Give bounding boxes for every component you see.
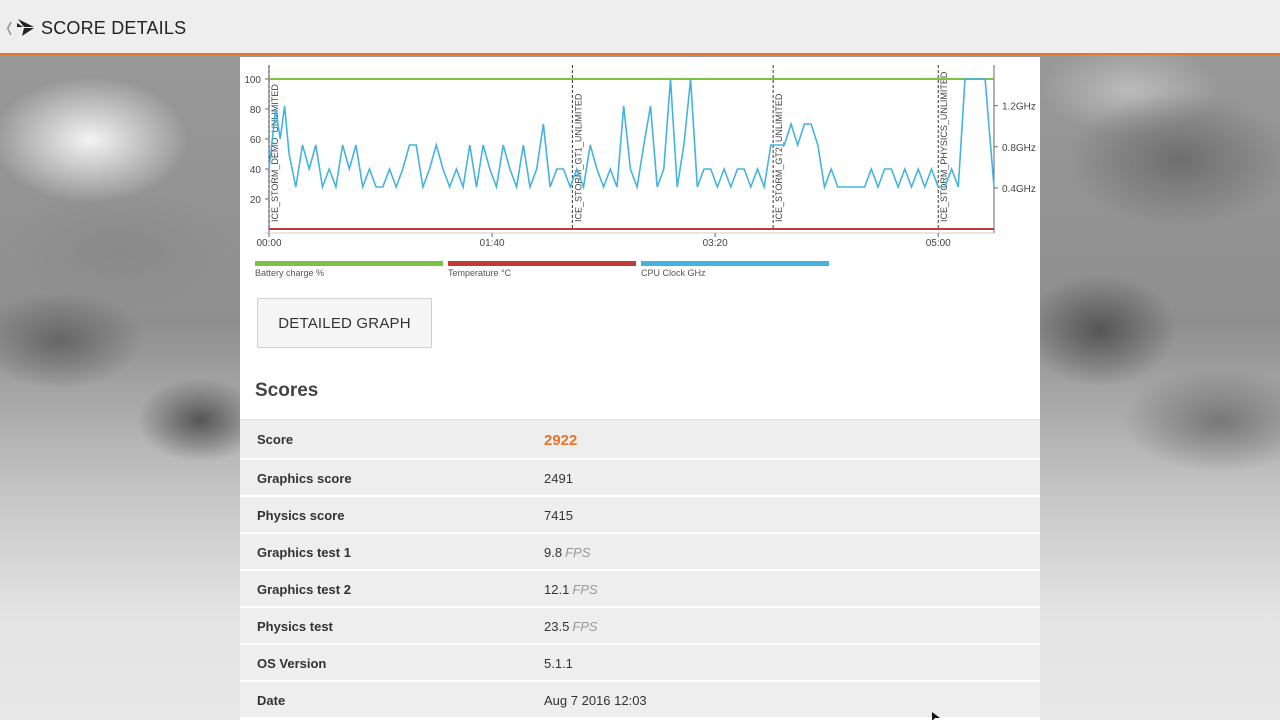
x-tick-label: 03:20 [703,238,728,249]
row-label: Graphics test 2 [257,582,351,597]
row-unit: FPS [565,545,591,560]
chart-legend: Battery charge % Temperature °C CPU Clock … [255,261,855,281]
row-label: OS Version [257,656,327,671]
table-row: Score 2922 [240,420,1040,460]
table-row: Graphics score 2491 [240,460,1040,497]
legend-item: Temperature °C [448,261,636,278]
row-value: 5.1.1 [544,656,573,671]
row-value: 9.8 FPS [544,545,591,560]
detailed-graph-button[interactable]: DETAILED GRAPH [257,298,432,348]
legend-swatch [641,261,829,266]
top-bar: ❬ SCORE DETAILS [0,0,1280,55]
page-title: SCORE DETAILS [41,18,187,38]
row-label: Physics score [257,508,345,523]
table-row: Physics test 23.5 FPS [240,608,1040,645]
section-marker-label: ICE_STORM_DEMO_UNLIMITED [270,84,280,222]
table-row: Physics score 7415 [240,497,1040,534]
divider [240,419,1040,420]
scores-table: Score 2922 Graphics score 2491 Physics score… [240,420,1040,719]
legend-swatch [448,261,636,266]
y-tick-label-left: 20 [250,195,262,206]
row-unit: FPS [572,619,598,634]
row-value: 2922 [544,432,578,449]
x-tick-label: 01:40 [480,238,505,249]
row-value: Aug 7 2016 12:03 [544,693,647,708]
legend-item: Battery charge % [255,261,443,278]
legend-item: CPU Clock GHz [641,261,829,278]
y-tick-label-left: 80 [250,105,262,116]
series-line-cpu-clock [268,78,995,191]
row-value: 2491 [544,471,573,486]
x-tick-label: 05:00 [926,238,951,249]
row-unit: FPS [572,582,598,597]
y-tick-label-left: 60 [250,135,262,146]
y-tick-label-left: 100 [244,75,261,86]
row-label: Date [257,693,286,708]
score-panel: 100 80 60 40 20 1.2GHz 0.8GHz 0.4GHz 00:00 01:40 0… [240,57,1040,720]
section-marker-label: ICE_STORM_GT2_UNLIMITED [774,93,784,222]
y-tick-label-right: 0.4GHz [1002,184,1036,195]
monitoring-chart: 100 80 60 40 20 1.2GHz 0.8GHz 0.4GHz 00:00 01:40 0… [244,65,1036,249]
legend-swatch [255,261,443,266]
section-marker-label: ICE_STORM_GT1_UNLIMITED [573,93,583,222]
legend-label: Temperature °C [448,268,512,278]
x-tick-label: 00:00 [256,238,281,249]
row-value: 7415 [544,508,573,523]
row-label: Graphics score [257,471,352,486]
row-value: 23.5 FPS [544,619,598,634]
row-label: Score [257,432,294,447]
row-value: 12.1 FPS [544,582,598,597]
table-row: Graphics test 1 9.8 FPS [240,534,1040,571]
back-chevron-icon[interactable]: ❬ [4,20,15,35]
row-label: Graphics test 1 [257,545,351,560]
row-label: Physics test [257,619,333,634]
scores-heading: Scores [255,380,319,401]
table-row: Graphics test 2 12.1 FPS [240,571,1040,608]
y-tick-label-left: 40 [250,165,262,176]
y-tick-label-right: 1.2GHz [1002,102,1036,113]
legend-label: Battery charge % [255,268,325,278]
table-row: OS Version 5.1.1 [240,645,1040,682]
mouse-cursor-icon [932,712,940,720]
legend-label: CPU Clock GHz [641,268,706,278]
section-marker-label: ICE_STORM_PHYSICS_UNLIMITED [939,71,949,222]
table-row: Date Aug 7 2016 12:03 [240,682,1040,719]
app-logo-icon [17,19,34,36]
y-tick-label-right: 0.8GHz [1002,143,1036,154]
